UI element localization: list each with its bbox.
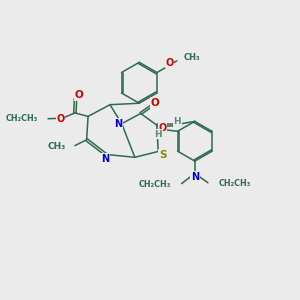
Text: O: O (165, 58, 174, 68)
Text: N: N (102, 154, 110, 164)
Text: CH₃: CH₃ (183, 53, 200, 62)
Text: O: O (56, 114, 64, 124)
Text: O: O (158, 123, 166, 133)
Text: S: S (159, 150, 166, 160)
Text: N: N (191, 172, 199, 182)
Text: H: H (154, 130, 162, 139)
Text: N: N (114, 119, 122, 129)
Text: H: H (173, 117, 181, 126)
Text: CH₂CH₃: CH₂CH₃ (6, 114, 38, 123)
Text: O: O (151, 98, 160, 108)
Text: CH₃: CH₃ (48, 142, 66, 151)
Text: O: O (75, 90, 83, 100)
Text: CH₂CH₃: CH₂CH₃ (138, 180, 170, 189)
Text: CH₂CH₃: CH₂CH₃ (219, 179, 251, 188)
